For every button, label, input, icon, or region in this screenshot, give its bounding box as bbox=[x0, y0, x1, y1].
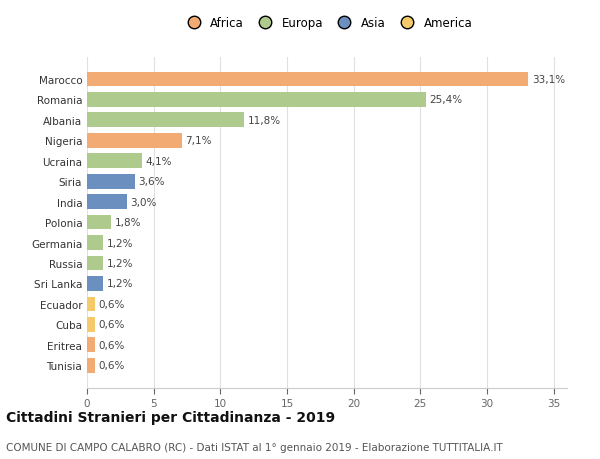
Text: 3,0%: 3,0% bbox=[130, 197, 157, 207]
Bar bbox=[87, 195, 127, 210]
Text: 25,4%: 25,4% bbox=[429, 95, 462, 105]
Text: 7,1%: 7,1% bbox=[185, 136, 212, 146]
Text: 1,2%: 1,2% bbox=[106, 238, 133, 248]
Bar bbox=[87, 174, 135, 189]
Bar bbox=[87, 338, 95, 353]
Text: 1,2%: 1,2% bbox=[106, 279, 133, 289]
Text: 33,1%: 33,1% bbox=[532, 75, 565, 85]
Text: 11,8%: 11,8% bbox=[248, 116, 281, 126]
Bar bbox=[87, 297, 95, 312]
Bar bbox=[87, 73, 529, 87]
Bar bbox=[87, 276, 103, 291]
Legend: Africa, Europa, Asia, America: Africa, Europa, Asia, America bbox=[182, 17, 472, 30]
Bar bbox=[87, 134, 182, 148]
Bar bbox=[87, 256, 103, 271]
Bar bbox=[87, 358, 95, 373]
Text: 0,6%: 0,6% bbox=[98, 340, 125, 350]
Text: Cittadini Stranieri per Cittadinanza - 2019: Cittadini Stranieri per Cittadinanza - 2… bbox=[6, 411, 335, 425]
Text: 0,6%: 0,6% bbox=[98, 319, 125, 330]
Bar bbox=[87, 93, 425, 107]
Text: 1,2%: 1,2% bbox=[106, 258, 133, 269]
Text: 1,8%: 1,8% bbox=[115, 218, 141, 228]
Bar bbox=[87, 154, 142, 169]
Bar bbox=[87, 235, 103, 250]
Text: 4,1%: 4,1% bbox=[145, 157, 172, 166]
Bar bbox=[87, 317, 95, 332]
Text: 3,6%: 3,6% bbox=[139, 177, 165, 187]
Bar bbox=[87, 215, 111, 230]
Text: 0,6%: 0,6% bbox=[98, 299, 125, 309]
Text: COMUNE DI CAMPO CALABRO (RC) - Dati ISTAT al 1° gennaio 2019 - Elaborazione TUTT: COMUNE DI CAMPO CALABRO (RC) - Dati ISTA… bbox=[6, 442, 503, 452]
Bar bbox=[87, 113, 244, 128]
Text: 0,6%: 0,6% bbox=[98, 360, 125, 370]
